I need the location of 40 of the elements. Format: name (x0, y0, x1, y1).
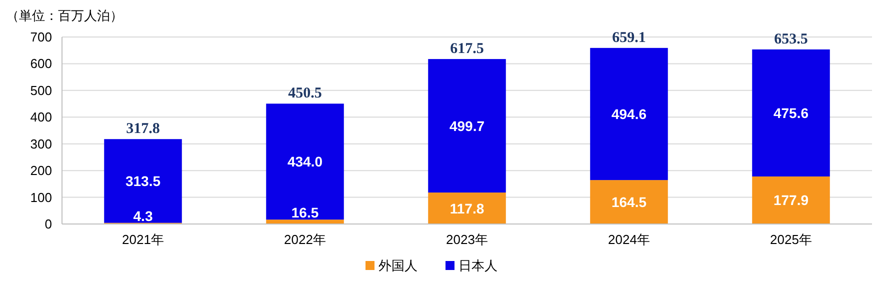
y-tick-label: 100 (30, 190, 52, 205)
data-label: 164.5 (611, 194, 647, 210)
data-label: 494.6 (611, 106, 647, 122)
data-label: 434.0 (287, 154, 323, 170)
x-tick-label: 2024年 (608, 232, 650, 247)
data-label: 499.7 (449, 118, 485, 134)
data-label: 16.5 (291, 204, 319, 221)
legend-label: 外国人 (378, 258, 418, 273)
bar (266, 220, 344, 224)
total-label: 653.5 (774, 31, 808, 48)
y-tick-label: 600 (30, 56, 52, 72)
data-label: 117.8 (450, 200, 484, 216)
x-tick-label: 2025年 (770, 232, 812, 247)
bar (752, 49, 830, 176)
bar (590, 180, 668, 224)
data-label: 313.5 (125, 172, 161, 189)
text: （単位：百万人泊） (6, 8, 123, 23)
y-tick-label: 400 (30, 110, 52, 125)
bar (104, 139, 182, 223)
y-tick-label: 200 (30, 163, 52, 178)
x-tick-label: 2023年 (446, 232, 488, 247)
total-label: 317.8 (126, 121, 160, 138)
x-tick-label: 2022年 (284, 232, 326, 247)
data-label: 475.6 (773, 104, 809, 121)
bar (752, 176, 830, 224)
bar (428, 192, 506, 224)
bar (266, 104, 344, 220)
total-label: 617.5 (450, 41, 484, 58)
y-tick-label: 300 (30, 136, 52, 152)
total-label: 450.5 (288, 86, 322, 102)
bar (590, 48, 668, 180)
y-tick-label: 0 (44, 216, 52, 232)
data-label: 177.9 (773, 192, 809, 208)
x-tick-label: 2021年 (122, 232, 164, 247)
bar (428, 59, 506, 193)
legend-label: 日本人 (458, 258, 498, 273)
y-tick-label: 500 (30, 82, 52, 98)
y-tick-label: 700 (30, 30, 52, 44)
total-label: 659.1 (612, 30, 646, 46)
data-label: 4.3 (133, 208, 153, 224)
